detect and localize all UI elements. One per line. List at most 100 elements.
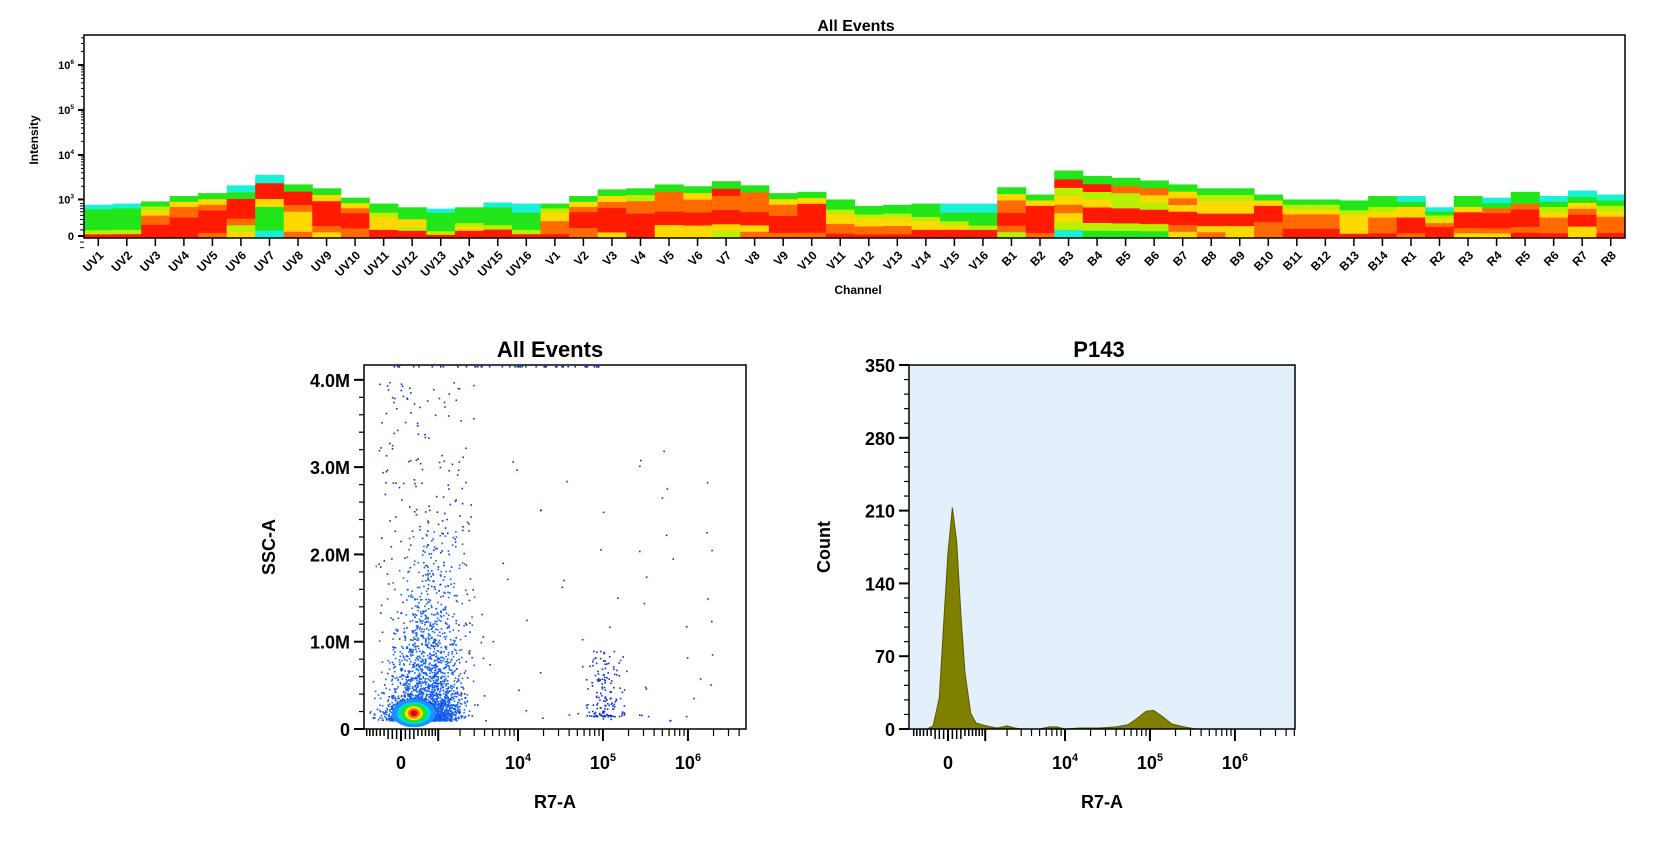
heatmap-cell	[1339, 209, 1369, 216]
scatter-point	[598, 712, 601, 715]
scatter-point	[442, 366, 445, 368]
scatter-point	[438, 668, 440, 671]
heatmap-cell	[312, 194, 342, 202]
scatter-point	[451, 463, 454, 466]
scatter-point	[410, 639, 412, 641]
scatter-point	[608, 678, 610, 680]
heatmap-cell	[1225, 200, 1255, 208]
channel-label: B4	[1084, 248, 1105, 269]
scatter-point	[466, 521, 469, 524]
scatter-point	[424, 672, 426, 675]
scatter-point	[385, 481, 387, 484]
scatter-point	[710, 684, 712, 686]
heatmap-cell	[226, 211, 256, 219]
heatmap-cell	[454, 234, 485, 239]
scatter-point	[389, 442, 391, 445]
scatter-point	[439, 534, 442, 537]
scatter-point	[468, 710, 471, 712]
heatmap-cell	[1111, 230, 1141, 239]
scatter-point	[389, 720, 391, 722]
heatmap-cell	[198, 215, 228, 222]
scatter-point	[453, 683, 456, 686]
scatter-point	[391, 678, 394, 681]
scatter-point	[433, 681, 435, 684]
heatmap-column	[1396, 196, 1426, 239]
scatter-point	[425, 644, 428, 647]
scatter-point	[374, 697, 376, 700]
scatter-point	[439, 716, 441, 718]
scatter-point	[435, 663, 437, 665]
scatter-point	[516, 366, 519, 368]
scatter-point	[596, 702, 599, 705]
scatter-point	[440, 659, 442, 662]
heatmap-column	[797, 191, 827, 239]
heatmap-column	[1596, 194, 1626, 239]
heatmap-cell	[997, 206, 1027, 214]
scatter-point	[406, 689, 408, 691]
scatter-point	[448, 469, 450, 472]
scatter-point	[385, 470, 388, 473]
scatter-point	[415, 697, 417, 700]
heatmap-column	[283, 184, 313, 239]
scatter-point	[455, 659, 458, 662]
scatter-point	[435, 628, 437, 631]
scatter-point	[606, 699, 608, 701]
heatmap-cell	[1168, 217, 1198, 226]
scatter-point	[418, 680, 420, 683]
scatter-point	[372, 680, 375, 683]
heatmap-cell	[169, 217, 199, 223]
scatter-point	[433, 631, 436, 634]
scatter-point	[439, 670, 442, 672]
scatter-point	[413, 664, 415, 666]
channel-label: B3	[1056, 248, 1077, 269]
scatter-point	[435, 643, 437, 645]
heatmap-column	[968, 203, 998, 239]
heatmap-cell	[255, 222, 285, 231]
scatter-point	[420, 615, 423, 618]
scatter-point	[426, 674, 428, 676]
scatter-point	[526, 619, 528, 622]
scatter-point	[416, 598, 419, 600]
heatmap-cell	[112, 207, 142, 213]
scatter-point	[411, 607, 413, 610]
scatter-point	[429, 685, 431, 687]
scatter-point	[516, 469, 518, 471]
scatter-point	[399, 700, 401, 702]
scatter-point	[453, 582, 456, 585]
heatmap-cell	[1082, 175, 1112, 185]
scatter-point	[604, 663, 606, 666]
heatmap-column	[1254, 194, 1284, 239]
heatmap-column	[597, 189, 627, 239]
scatter-point	[412, 596, 414, 598]
scatter-point	[408, 680, 411, 682]
scatter-point	[379, 704, 381, 707]
scatter-point	[521, 366, 524, 368]
scatter-point	[444, 661, 447, 663]
heatmap-cell	[1082, 222, 1112, 231]
scatter-point	[444, 704, 446, 707]
scatter-point	[599, 657, 602, 660]
scatter-point	[429, 652, 431, 655]
scatter-point	[480, 641, 483, 644]
scatter-point	[443, 680, 446, 682]
scatter-point	[407, 694, 409, 697]
heatmap-cell	[940, 216, 970, 222]
scatter-point	[428, 641, 430, 644]
scatter-point	[427, 520, 429, 522]
scatter-point	[447, 415, 450, 417]
scatter-point	[519, 366, 522, 368]
scatter-point	[385, 718, 388, 720]
scatter-point	[405, 689, 407, 692]
scatter-point	[447, 696, 450, 699]
scatter-point	[425, 699, 427, 702]
heatmap-column	[825, 199, 855, 239]
heatmap-cell	[1510, 209, 1540, 216]
heatmap-cell	[740, 198, 770, 206]
scatter-point	[444, 709, 447, 712]
scatter-point	[410, 677, 413, 680]
heatmap-cell	[1510, 220, 1540, 227]
channel-label: UV3	[137, 248, 164, 275]
channel-label: V4	[628, 248, 649, 269]
scatter-point	[474, 366, 476, 368]
